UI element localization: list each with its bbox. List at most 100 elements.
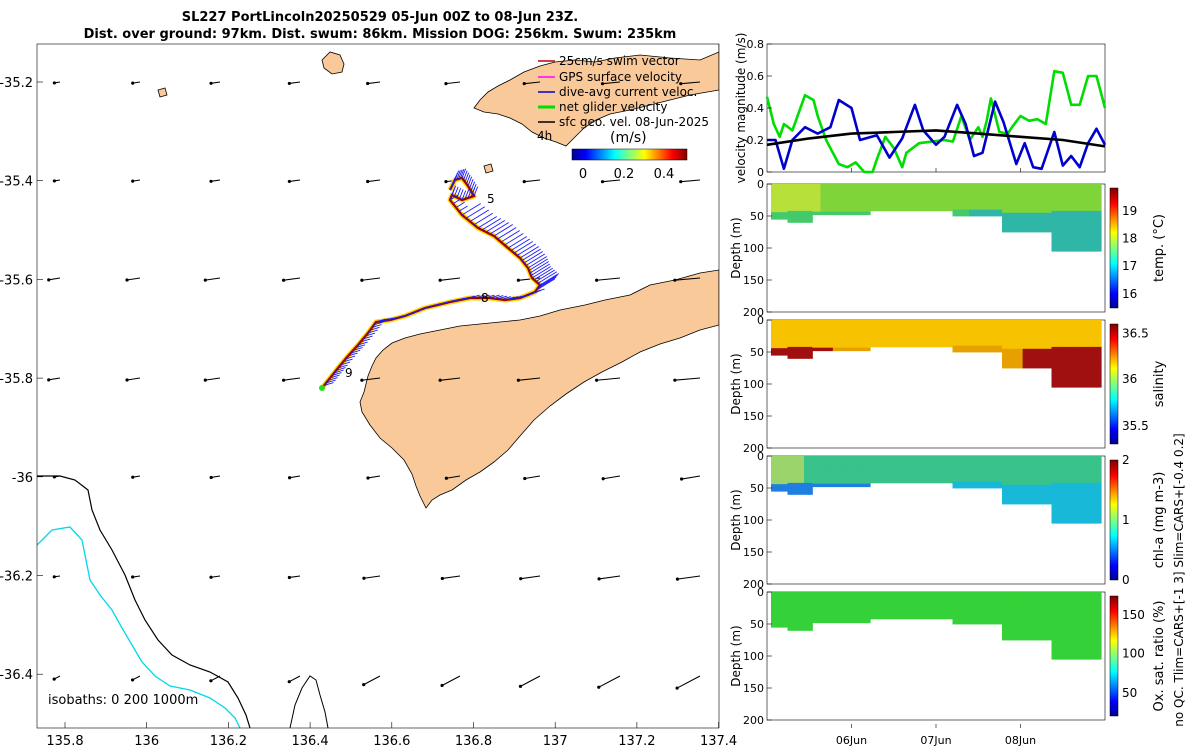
section-cell [960,484,966,489]
section-cell [857,205,863,209]
geo-vector [679,475,701,481]
section-cell [1010,353,1015,359]
section-cell [948,189,954,193]
section-cell [1047,324,1053,330]
dive-avg-vector [352,347,363,351]
section-cell [771,466,776,471]
section-cell [915,205,921,209]
section-cell [870,474,875,478]
section-cell [993,336,999,340]
dive-avg-vector [333,369,344,374]
section-cell [1043,212,1048,218]
section-cell [997,200,1003,204]
section-cell [1063,346,1069,354]
section-cell [865,471,871,475]
section-cell [1002,470,1007,476]
geo-vector [203,277,221,282]
geo-vector [679,81,701,86]
section-cell [791,607,797,612]
dive-avg-vector [369,326,380,331]
section-cell [795,218,801,223]
section-cell [812,190,817,194]
section-cell [771,205,776,210]
section-cell [907,594,912,598]
section-cell [857,196,863,200]
section-cell [865,347,871,352]
section-cell [1047,592,1053,598]
section-cell [828,474,834,478]
section-cell [804,471,809,476]
dive-avg-vector [458,169,463,180]
section-cell [795,595,801,601]
geo-vector [125,277,141,282]
section-cell [828,483,834,488]
section-cell [940,189,945,193]
section-cell [878,344,883,348]
section-cell [903,186,908,190]
section-cell [820,211,826,216]
section-cell [1039,193,1044,199]
section-cell [898,610,904,614]
section-cell [874,458,879,462]
section-cell [1002,188,1007,194]
section-cell [832,341,838,345]
section-cell [1092,612,1098,620]
section-cell [820,610,826,614]
section-cell [837,474,842,478]
section-cell [940,320,945,324]
section-cell [898,602,904,606]
geo-vector [287,575,301,580]
isobath-0m-coast [289,675,329,728]
section-cell [771,201,776,206]
section-cell [964,336,970,340]
geo-vector [47,377,61,382]
section-cell [824,613,830,617]
section-cell [907,194,912,198]
section-cell [981,478,987,482]
section-cell [931,333,937,337]
section-cell [1055,605,1061,613]
section-cell [911,600,916,604]
section-cell [1035,217,1040,223]
section-cell [931,341,937,345]
section-cell [936,338,941,342]
section-cell [1072,598,1077,606]
section-cell [886,480,892,484]
section-cell [1047,208,1053,214]
section-cell [1084,469,1090,477]
section-cell [878,616,883,620]
section-cell [820,196,826,200]
section-cell [1068,333,1073,341]
section-cell [783,187,789,192]
section-cell [1096,639,1102,647]
section-cell [940,605,945,609]
section-cell [874,197,879,201]
section-cell [775,341,780,346]
section-cell [812,187,817,191]
section-cell [936,333,941,337]
section-cell [985,203,991,207]
section-cell [1080,625,1086,633]
section-cell [985,462,991,466]
section-cell [1084,618,1090,626]
section-cell [886,600,892,604]
section-cell [1080,605,1086,613]
section-cell [1018,198,1024,204]
section-cell [841,604,846,608]
section-cell [960,468,966,473]
section-cell [1047,460,1053,466]
section-cell [870,608,875,612]
section-cell [841,462,846,466]
section-cell [907,341,912,345]
section-cell [915,344,921,348]
section-cell [915,474,921,478]
section-cell [973,206,978,210]
dive-avg-vector [357,341,368,346]
section-cell [783,201,789,206]
section-cell [886,205,892,209]
section-cell [1030,480,1036,486]
section-cell [882,189,888,193]
section-cell [898,594,904,598]
section-cell [808,343,813,348]
section-cell [878,594,883,598]
